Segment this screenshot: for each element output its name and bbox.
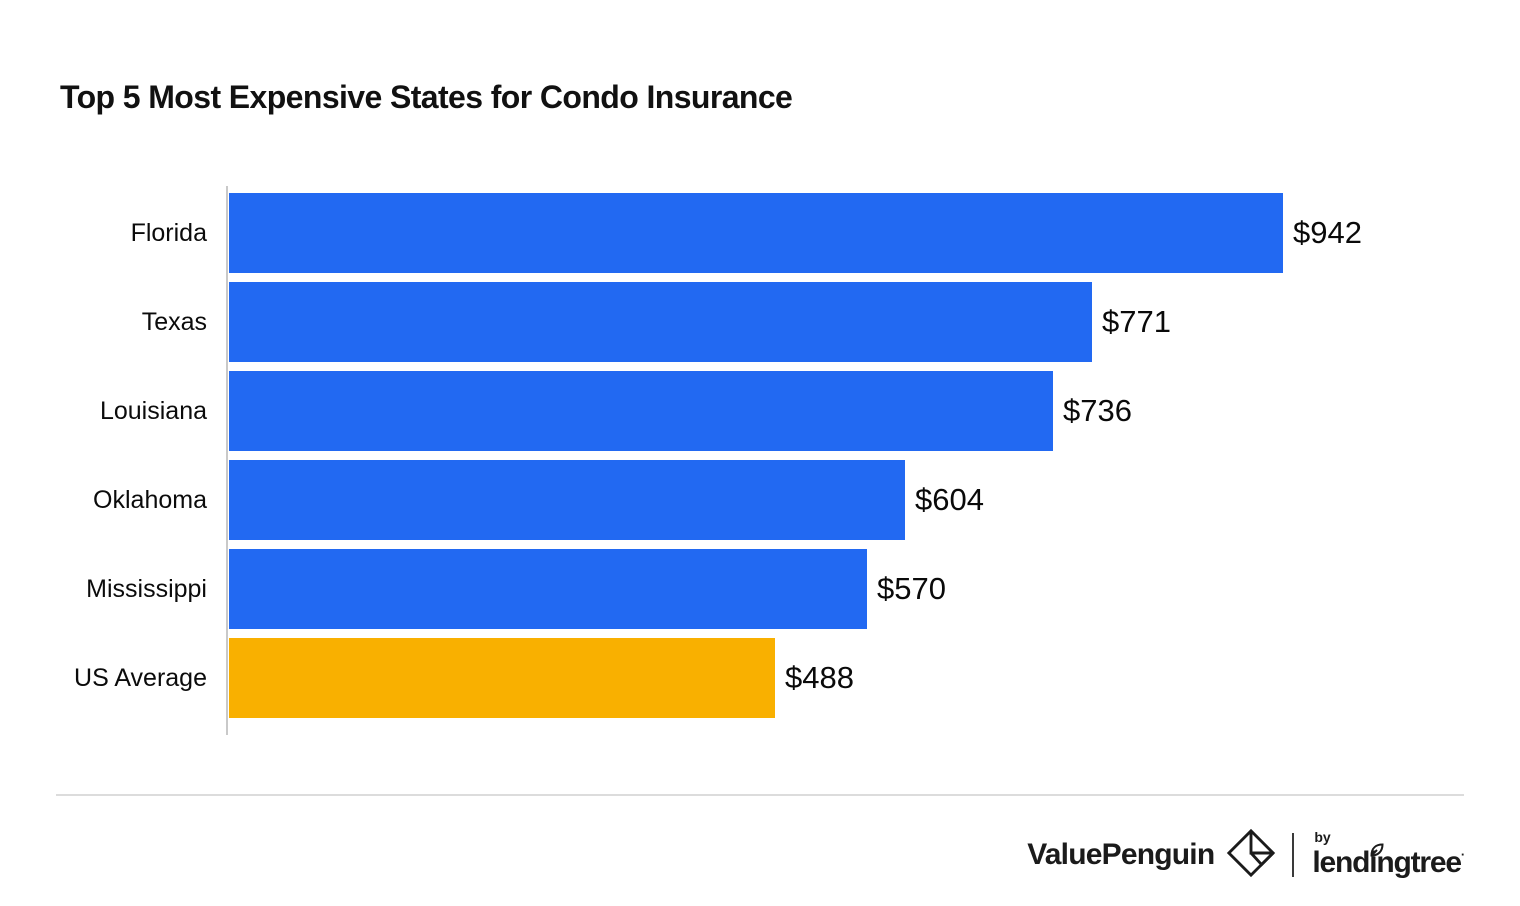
bar (229, 460, 905, 540)
chart-row: Florida $942 (0, 193, 1520, 273)
bar-value-label: $488 (785, 660, 854, 695)
bar-value-label: $942 (1293, 215, 1362, 250)
chart-row: US Average $488 (0, 638, 1520, 718)
category-label: Louisiana (99, 396, 207, 425)
category-label: Mississippi (86, 574, 207, 603)
bar-value-label: $604 (915, 482, 984, 517)
lendingtree-text: lendingtree (1312, 846, 1462, 879)
bar-chart: Florida $942 Texas $771 Louisiana $736 Oklahom… (0, 193, 1520, 727)
category-label: US Average (74, 663, 207, 692)
lendingtree-logo: by lendingtree· (1312, 829, 1465, 879)
category-label: Texas (141, 307, 207, 336)
bar-value-label: $736 (1063, 393, 1132, 428)
trademark-mark: · (1460, 847, 1465, 862)
logo-divider (1292, 833, 1295, 877)
bar-value-label: $570 (877, 571, 946, 606)
category-label: Florida (130, 218, 207, 247)
bar (229, 371, 1053, 451)
category-label: Oklahoma (93, 485, 207, 514)
y-axis-line (226, 186, 228, 735)
lendingtree-wordmark: lendingtree· (1312, 843, 1465, 879)
penguin-diamond-icon (1226, 828, 1276, 883)
chart-title: Top 5 Most Expensive States for Condo In… (60, 79, 793, 115)
chart-row: Mississippi $570 (0, 549, 1520, 629)
bar (229, 549, 867, 629)
footer-divider (56, 794, 1464, 796)
bar (229, 282, 1092, 362)
chart-row: Louisiana $736 (0, 371, 1520, 451)
bar-value-label: $771 (1102, 304, 1171, 339)
chart-row: Texas $771 (0, 282, 1520, 362)
footer-logos: ValuePenguin by lendingtree· (1027, 828, 1465, 883)
bar (229, 638, 775, 718)
bar (229, 193, 1283, 273)
valuepenguin-wordmark: ValuePenguin (1027, 838, 1215, 871)
leaf-icon (1369, 834, 1385, 864)
by-label: by (1314, 829, 1331, 845)
chart-row: Oklahoma $604 (0, 460, 1520, 540)
